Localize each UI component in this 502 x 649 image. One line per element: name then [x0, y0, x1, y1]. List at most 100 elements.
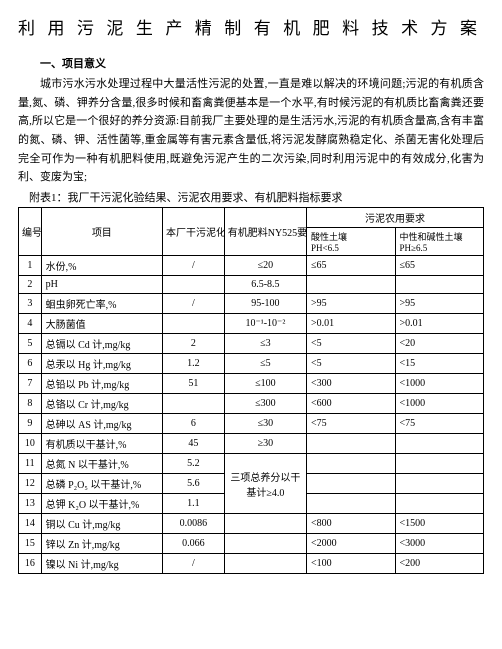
cell-lab: 51: [163, 374, 225, 394]
cell-acidic: [307, 494, 395, 514]
cell-lab: [163, 276, 225, 294]
cell-num: 15: [19, 534, 42, 554]
cell-lab: 5.6: [163, 474, 225, 494]
cell-acidic: [307, 434, 395, 454]
cell-alkaline: ≤65: [395, 256, 484, 276]
cell-item: 铜以 Cu 计,mg/kg: [41, 514, 162, 534]
cell-item: 总氮 N 以干基计,%: [41, 454, 162, 474]
cell-item: 总铬以 Cr 计,mg/kg: [41, 394, 162, 414]
cell-alkaline: [395, 474, 484, 494]
cell-num: 8: [19, 394, 42, 414]
cell-num: 16: [19, 554, 42, 574]
cell-acidic: ≤65: [307, 256, 395, 276]
table-row: 8总铬以 Cr 计,mg/kg ≤300<600<1000: [19, 394, 484, 414]
cell-num: 14: [19, 514, 42, 534]
cell-ny: 6.5-8.5: [224, 276, 306, 294]
cell-acidic: [307, 454, 395, 474]
cell-lab: 45: [163, 434, 225, 454]
cell-lab: /: [163, 554, 225, 574]
cell-lab: /: [163, 294, 225, 314]
cell-num: 13: [19, 494, 42, 514]
cell-lab: /: [163, 256, 225, 276]
cell-item: 锌以 Zn 计,mg/kg: [41, 534, 162, 554]
cell-lab: 6: [163, 414, 225, 434]
cell-num: 12: [19, 474, 42, 494]
th-lab: 本厂干污泥化验结果: [163, 208, 225, 256]
cell-lab: 0.0086: [163, 514, 225, 534]
cell-ny: [224, 534, 306, 554]
cell-alkaline: <200: [395, 554, 484, 574]
cell-acidic: <5: [307, 334, 395, 354]
table-row: 1水份,%/≤20≤65≤65: [19, 256, 484, 276]
cell-alkaline: <15: [395, 354, 484, 374]
cell-item: 总铅以 Pb 计,mg/kg: [41, 374, 162, 394]
th-num: 编号: [19, 208, 42, 256]
cell-ny: ≤5: [224, 354, 306, 374]
cell-acidic: <600: [307, 394, 395, 414]
table-row: 4大肠菌值10⁻¹-10⁻²>0.01>0.01: [19, 314, 484, 334]
cell-num: 6: [19, 354, 42, 374]
cell-acidic: <5: [307, 354, 395, 374]
cell-ny: [224, 514, 306, 534]
cell-item: 镍以 Ni 计,mg/kg: [41, 554, 162, 574]
cell-ny: 10⁻¹-10⁻²: [224, 314, 306, 334]
alkaline-ph: PH≥6.5: [400, 243, 428, 253]
table-row: 14铜以 Cu 计,mg/kg0.0086<800<1500: [19, 514, 484, 534]
cell-num: 3: [19, 294, 42, 314]
cell-lab: 2: [163, 334, 225, 354]
cell-acidic: [307, 276, 395, 294]
cell-item: 总磷 P₂O₅ 以干基计,%: [41, 474, 162, 494]
attachment-label: 附表1：我厂干污泥化验结果、污泥农用要求、有机肥料指标要求: [18, 189, 484, 205]
cell-item: 总砷以 AS 计,mg/kg: [41, 414, 162, 434]
alkaline-label: 中性和碱性土壤: [400, 232, 463, 242]
cell-item: 蛔虫卵死亡率,%: [41, 294, 162, 314]
cell-alkaline: <1000: [395, 394, 484, 414]
table-row: 10有机质以干基计,%45≥30: [19, 434, 484, 454]
cell-alkaline: <3000: [395, 534, 484, 554]
cell-num: 7: [19, 374, 42, 394]
cell-num: 11: [19, 454, 42, 474]
cell-lab: 1.1: [163, 494, 225, 514]
cell-alkaline: >95: [395, 294, 484, 314]
cell-acidic: [307, 474, 395, 494]
table-row: 5总镉以 Cd 计,mg/kg2≤3<5<20: [19, 334, 484, 354]
th-acidic: 酸性土壤 PH<6.5: [307, 228, 395, 256]
cell-ny: [224, 554, 306, 574]
cell-num: 5: [19, 334, 42, 354]
cell-item: 总汞以 Hg 计,mg/kg: [41, 354, 162, 374]
cell-lab: 5.2: [163, 454, 225, 474]
cell-num: 10: [19, 434, 42, 454]
cell-ny: ≤300: [224, 394, 306, 414]
acidic-label: 酸性土壤: [311, 232, 347, 242]
cell-item: 水份,%: [41, 256, 162, 276]
cell-acidic: <800: [307, 514, 395, 534]
table-row: 6总汞以 Hg 计,mg/kg1.2≤5<5<15: [19, 354, 484, 374]
cell-alkaline: [395, 454, 484, 474]
cell-lab: 1.2: [163, 354, 225, 374]
cell-item: 总钾 K₂O 以干基计,%: [41, 494, 162, 514]
cell-alkaline: <20: [395, 334, 484, 354]
table-row: 3蛔虫卵死亡率,%/95-100>95>95: [19, 294, 484, 314]
page-title: 利用污泥生产精制有机肥料技术方案: [18, 14, 484, 39]
cell-acidic: >0.01: [307, 314, 395, 334]
cell-num: 1: [19, 256, 42, 276]
cell-item: 总镉以 Cd 计,mg/kg: [41, 334, 162, 354]
intro-paragraph: 城市污水污水处理过程中大量活性污泥的处置,一直是难以解决的环境问题;污泥的有机质…: [18, 75, 484, 187]
cell-alkaline: [395, 434, 484, 454]
cell-num: 4: [19, 314, 42, 334]
section-heading: 一、项目意义: [18, 55, 484, 71]
th-ny: 有机肥料NY525要求: [224, 208, 306, 256]
cell-alkaline: >0.01: [395, 314, 484, 334]
cell-ny: ≤100: [224, 374, 306, 394]
cell-alkaline: <75: [395, 414, 484, 434]
cell-ny: ≤3: [224, 334, 306, 354]
cell-acidic: <2000: [307, 534, 395, 554]
cell-lab: [163, 314, 225, 334]
cell-item: pH: [41, 276, 162, 294]
cell-lab: [163, 394, 225, 414]
cell-item: 大肠菌值: [41, 314, 162, 334]
table-row: 9总砷以 AS 计,mg/kg6≤30<75<75: [19, 414, 484, 434]
table-row: 11总氮 N 以干基计,%5.2三项总养分以干基计≥4.0: [19, 454, 484, 474]
data-table: 编号 项目 本厂干污泥化验结果 有机肥料NY525要求 污泥农用要求 酸性土壤 …: [18, 207, 484, 574]
acidic-ph: PH<6.5: [311, 243, 339, 253]
